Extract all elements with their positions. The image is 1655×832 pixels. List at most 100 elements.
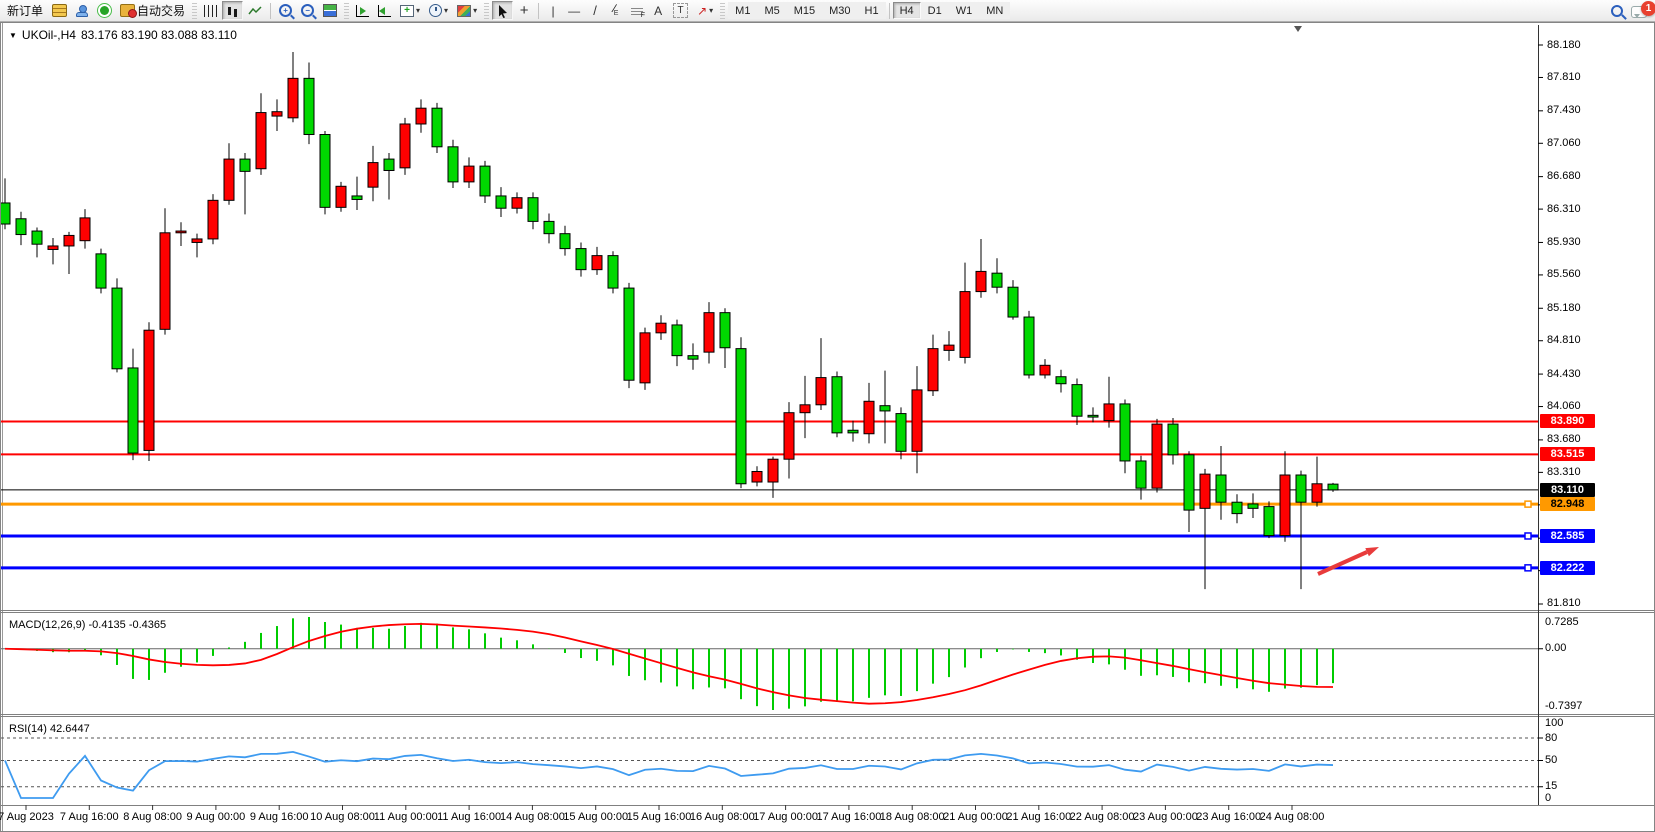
candle	[895, 413, 907, 452]
time-axis-label[interactable]: 21 Aug 00:00	[943, 811, 1008, 823]
horizontal-line-button[interactable]: —	[564, 1, 584, 20]
timeframe-button-m1[interactable]: M1	[728, 2, 758, 19]
price-badge: 82.948	[1540, 497, 1595, 512]
periods-button[interactable]: ▾	[425, 1, 452, 20]
price-badge: 83.110	[1540, 482, 1595, 497]
time-axis-label[interactable]: 10 Aug 08:00	[310, 811, 375, 823]
channel-button[interactable]: ∕∕E	[606, 1, 626, 20]
candle	[1327, 483, 1339, 491]
time-axis-label[interactable]: 16 Aug 08:00	[689, 811, 755, 823]
trendline-button[interactable]: /	[585, 1, 605, 20]
time-axis-label[interactable]: 11 Aug 16:00	[437, 811, 502, 823]
time-axis-label[interactable]: 23 Aug 16:00	[1196, 811, 1262, 823]
price-axis-label[interactable]: 81.810	[1547, 597, 1581, 610]
trend-arrow-head[interactable]	[1365, 547, 1379, 557]
indicator-axis-label: 0	[1545, 791, 1552, 804]
zoom-out-button[interactable]: −	[297, 1, 318, 20]
time-axis-label[interactable]: 15 Aug 00:00	[563, 811, 629, 823]
arrows-button[interactable]: ↗ ▾	[693, 1, 717, 20]
toolbar: 新订单 自动交易 + − + ▾ ▾ ▾ + | —	[0, 0, 1655, 22]
timeframe-button-mn[interactable]: MN	[979, 2, 1011, 19]
price-axis-label[interactable]: 87.810	[1547, 70, 1581, 83]
candle	[1151, 423, 1163, 489]
time-axis-label[interactable]: 7 Aug 2023	[0, 811, 54, 823]
time-axis-label[interactable]: 7 Aug 16:00	[59, 811, 119, 823]
price-axis-label[interactable]: 84.060	[1547, 400, 1581, 413]
candle	[815, 377, 827, 406]
time-axis-label[interactable]: 11 Aug 00:00	[373, 811, 438, 823]
time-axis-label[interactable]: 15 Aug 16:00	[626, 811, 692, 823]
timeframe-button-d1[interactable]: D1	[920, 2, 949, 19]
profile-button[interactable]	[72, 1, 93, 20]
price-axis-label[interactable]: 85.930	[1547, 235, 1581, 248]
chart-canvas[interactable]	[1, 23, 1654, 831]
vertical-line-button[interactable]: |	[543, 1, 563, 20]
bar-chart-button[interactable]	[200, 1, 221, 20]
indicators-button[interactable]: + ▾	[396, 1, 424, 20]
price-axis-label[interactable]: 87.060	[1547, 136, 1581, 149]
timeframe-button-m30[interactable]: M30	[822, 2, 858, 19]
text-button[interactable]: A	[648, 1, 668, 20]
text-label-button[interactable]: T	[669, 1, 692, 20]
price-axis-label[interactable]: 85.180	[1547, 301, 1581, 314]
chart-window[interactable]: ▼ UKOil-,H4 83.176 83.190 83.088 83.110 …	[0, 22, 1655, 832]
cursor-button[interactable]	[492, 1, 514, 20]
timeframe-button-h4[interactable]: H4	[892, 2, 921, 19]
time-axis-label[interactable]: 9 Aug 16:00	[249, 811, 309, 823]
zoom-in-button[interactable]: +	[275, 1, 296, 20]
bar-chart-icon	[204, 4, 218, 17]
line-handle[interactable]	[1524, 564, 1532, 572]
timeframe-button-h1[interactable]: H1	[857, 2, 886, 19]
price-axis-label[interactable]: 86.310	[1547, 202, 1581, 215]
macd-name: MACD(12,26,9)	[9, 619, 86, 631]
symbol-dropdown-icon[interactable]: ▼	[9, 30, 17, 40]
price-axis-label[interactable]: 87.430	[1547, 104, 1581, 117]
price-axis-label[interactable]: 84.810	[1547, 334, 1581, 347]
line-handle[interactable]	[1524, 532, 1532, 540]
candle	[1023, 316, 1035, 376]
time-axis-label[interactable]: 24 Aug 08:00	[1259, 811, 1325, 823]
time-axis-label[interactable]: 17 Aug 16:00	[816, 811, 882, 823]
timeframe-button-m15[interactable]: M15	[786, 2, 823, 19]
auto-scroll-button[interactable]	[352, 1, 373, 20]
time-axis-label[interactable]: 23 Aug 00:00	[1132, 811, 1198, 823]
line-chart-button[interactable]	[244, 1, 266, 20]
templates-button[interactable]: ▾	[453, 1, 481, 20]
tile-windows-button[interactable]	[319, 1, 341, 20]
candle	[1, 202, 11, 225]
signals-button[interactable]	[94, 1, 115, 20]
price-axis-label[interactable]: 83.310	[1547, 465, 1581, 478]
time-axis-label[interactable]: 14 Aug 08:00	[499, 811, 565, 823]
candle	[447, 146, 459, 183]
time-axis-label[interactable]: 18 Aug 08:00	[879, 811, 945, 823]
price-axis-label[interactable]: 85.560	[1547, 268, 1581, 281]
candlestick-chart-button[interactable]	[222, 1, 244, 20]
text-label-icon: T	[673, 3, 689, 18]
candle	[271, 111, 283, 117]
search-button[interactable]	[1607, 1, 1627, 20]
candle	[911, 389, 923, 452]
time-axis-label[interactable]: 21 Aug 16:00	[1006, 811, 1072, 823]
fibonacci-button[interactable]: F	[627, 1, 647, 20]
crosshair-button[interactable]: +	[514, 1, 534, 20]
chart-shift-button[interactable]	[374, 1, 395, 20]
time-axis-label[interactable]: 22 Aug 08:00	[1069, 811, 1135, 823]
autotrading-button[interactable]: 自动交易	[116, 1, 189, 20]
cursor-icon	[496, 4, 509, 18]
timeframe-button-w1[interactable]: W1	[948, 2, 980, 19]
time-axis-label[interactable]: 8 Aug 08:00	[123, 811, 182, 823]
price-badge: 83.890	[1540, 414, 1595, 429]
time-axis-label[interactable]: 17 Aug 00:00	[753, 811, 819, 823]
timeframe-button-m5[interactable]: M5	[757, 2, 787, 19]
new-order-button[interactable]: 新订单	[3, 1, 47, 20]
line-handle[interactable]	[1524, 500, 1532, 508]
price-axis-label[interactable]: 83.680	[1547, 433, 1581, 446]
price-axis-label[interactable]: 88.180	[1547, 38, 1581, 51]
candle	[1199, 473, 1211, 509]
price-axis-label[interactable]: 86.680	[1547, 170, 1581, 183]
notifications-button[interactable]: 1	[1627, 1, 1655, 20]
accounts-button[interactable]	[48, 1, 71, 20]
trend-arrow[interactable]	[1317, 550, 1368, 576]
time-axis-label[interactable]: 9 Aug 00:00	[186, 811, 246, 823]
price-axis-label[interactable]: 84.430	[1547, 367, 1581, 380]
